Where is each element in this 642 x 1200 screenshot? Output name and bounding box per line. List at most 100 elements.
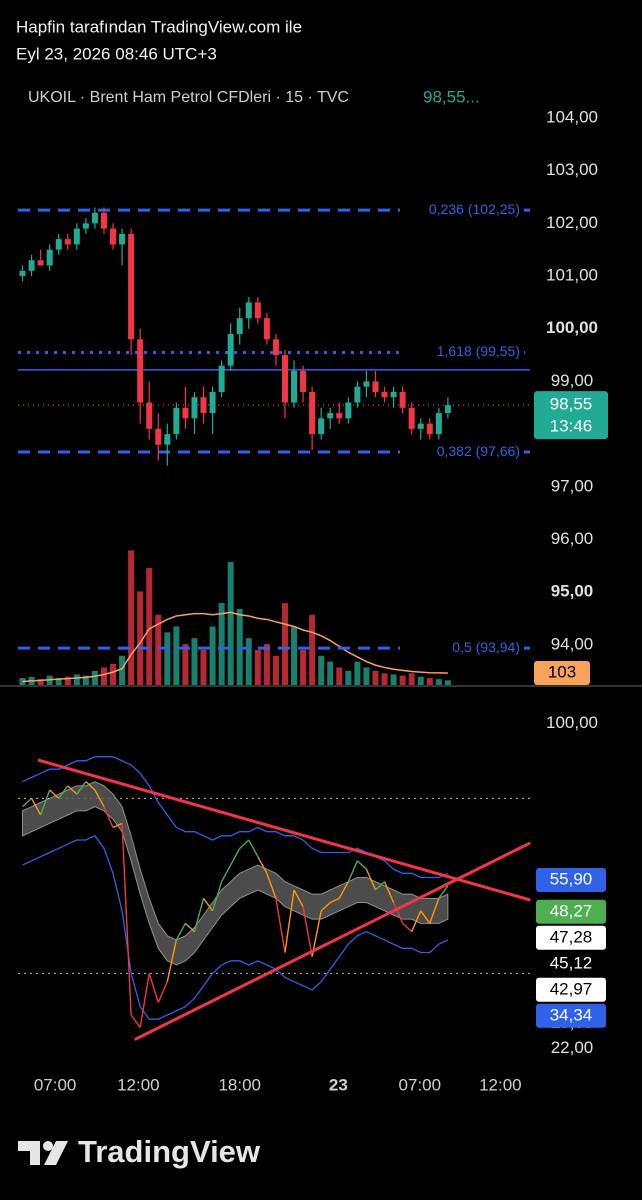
indicator-segment: [157, 981, 168, 1003]
y-tick-label: 97,00: [551, 476, 594, 495]
indicator-segment: [211, 881, 223, 912]
indicator-tag-label: 45,12: [550, 953, 593, 972]
logo: [18, 1141, 68, 1165]
level-label: 0,5 (93,94): [452, 639, 520, 655]
candle-body: [300, 370, 307, 392]
candle-body: [227, 334, 234, 366]
candle-body: [73, 228, 80, 245]
indicator-segment: [420, 910, 431, 924]
header-line: Hapfin tarafından TradingView.com ile: [16, 17, 302, 36]
level-label-bg: [400, 342, 524, 363]
indicator-segment: [94, 789, 105, 808]
candle-body: [37, 260, 44, 266]
candle-body: [236, 318, 243, 335]
indicator-segment: [429, 898, 440, 924]
candle-body: [110, 228, 117, 245]
indicator-segment: [329, 897, 340, 904]
indicator-segment: [239, 839, 250, 849]
candle-body: [100, 212, 107, 229]
volume-bar: [426, 677, 433, 685]
candle-body: [191, 397, 198, 419]
indicator-segment: [139, 973, 150, 1028]
x-tick-label: 07:00: [34, 1075, 77, 1094]
y-tick-label: 104,00: [546, 107, 598, 126]
candle-body: [372, 381, 379, 392]
indicator-segment: [39, 789, 51, 816]
indicator-segment: [193, 898, 205, 932]
volume-tag-label: 103: [548, 662, 576, 681]
volume-bar: [155, 614, 162, 685]
volume-bar: [64, 676, 71, 685]
indicator-tag: [536, 925, 606, 950]
volume-bar: [100, 667, 107, 685]
chart-title: UKOIL · Brent Ham Petrol CFDleri · 15 · …: [28, 89, 349, 106]
y-tick-label: 103,00: [546, 160, 598, 179]
volume-bar: [390, 674, 397, 685]
level-label-bg: [400, 442, 524, 463]
indicator-tag-label: 47,28: [550, 927, 593, 946]
y-tick-label: 94,00: [551, 634, 594, 653]
indicator-segment: [202, 897, 214, 912]
x-tick-label: 12:00: [117, 1075, 160, 1094]
volume-bar: [345, 670, 352, 685]
candle-body: [46, 249, 53, 266]
candle-body: [390, 391, 397, 398]
candle-body: [19, 270, 26, 277]
volume-bar: [435, 679, 442, 685]
logo-mark: [18, 1141, 40, 1165]
indicator-segment: [175, 922, 187, 941]
candle-body: [128, 233, 135, 340]
volume-bar: [110, 663, 117, 685]
volume-bar: [55, 677, 62, 685]
candle-body: [281, 355, 288, 403]
level-label-bg: [400, 638, 524, 659]
indicator-tag: [536, 899, 606, 924]
volume-tag: [534, 660, 590, 685]
candle-body: [146, 402, 153, 429]
x-tick-label: 12:00: [479, 1075, 522, 1094]
volume-bar: [245, 638, 252, 685]
level-label: 0,382 (97,66): [437, 443, 520, 459]
candle-body: [245, 302, 252, 319]
candle-body: [182, 407, 189, 419]
indicator-segment: [392, 902, 404, 924]
indicator-segment: [302, 906, 313, 957]
y-tick-label: 95,00: [551, 582, 594, 601]
candle-body: [218, 365, 225, 392]
indicator-segment: [221, 864, 232, 883]
volume-bar: [444, 680, 451, 685]
volume-bar: [73, 674, 80, 685]
indicator-segment: [375, 881, 385, 891]
candle-body: [327, 413, 334, 419]
indicator-tag-label: 42,97: [550, 979, 593, 998]
logo-mark: [43, 1141, 53, 1151]
level-label: 1,618 (99,55): [437, 343, 520, 359]
indicator-segment: [402, 922, 413, 933]
volume-bar: [164, 632, 171, 685]
indicator-tag: [536, 977, 606, 1002]
indicator-segment: [248, 839, 259, 858]
indicator-segment: [356, 860, 367, 870]
volume-bar: [37, 679, 44, 685]
indicator-segment: [284, 889, 295, 953]
indicator-segment: [347, 860, 359, 882]
indicator-segment: [275, 898, 286, 953]
indicator-segment: [22, 797, 33, 808]
volume-bar: [363, 667, 370, 685]
volume-bar: [146, 567, 153, 685]
indicator-tag-label: 48,27: [550, 901, 593, 920]
indicator-tag: [536, 867, 606, 892]
candle-body: [55, 239, 62, 250]
indicator-tag: [536, 1003, 606, 1028]
indicator-segment: [130, 1014, 141, 1028]
candle-body: [137, 339, 144, 403]
indicator-segment: [49, 789, 60, 799]
candle-body: [399, 391, 406, 408]
candle-body: [254, 302, 261, 319]
x-tick-label: 07:00: [399, 1075, 442, 1094]
logo-mark: [44, 1141, 68, 1165]
volume-bar: [218, 603, 225, 685]
candle-body: [309, 391, 316, 435]
candle-body: [64, 239, 71, 245]
